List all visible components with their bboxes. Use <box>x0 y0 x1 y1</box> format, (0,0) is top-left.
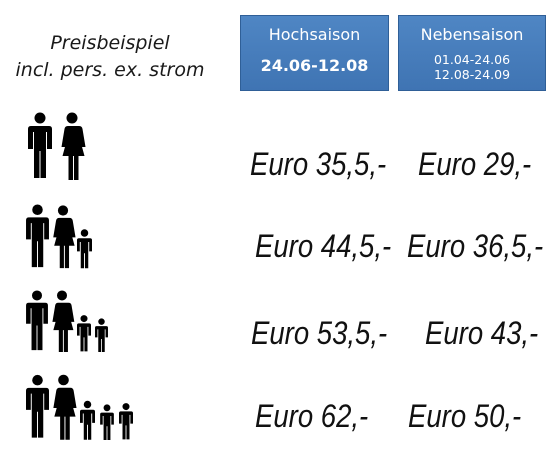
low-season-range-2: 12.08-24.09 <box>433 67 511 82</box>
two-adults-three-children-icon <box>26 374 133 440</box>
low-season-range-1: 01.04-24.06 <box>433 52 511 67</box>
high-season-title: Hochsaison <box>268 25 361 44</box>
price-low-row1: Euro 29,- <box>418 146 532 182</box>
two-adults-one-child-icon <box>26 204 92 269</box>
price-low-row2: Euro 36,5,- <box>407 228 544 264</box>
caption-subtitle: incl. pers. ex. strom <box>15 59 205 81</box>
price-example-caption: Preisbeispiel incl. pers. ex. strom <box>10 30 210 84</box>
two-adults-two-children-icon <box>26 290 108 352</box>
caption-title: Preisbeispiel <box>50 32 170 54</box>
price-high-row4: Euro 62,- <box>255 398 369 434</box>
low-season-title: Nebensaison <box>420 25 524 44</box>
two-adults-icon <box>28 112 86 180</box>
price-high-row3: Euro 53,5,- <box>251 315 388 351</box>
price-low-row4: Euro 50,- <box>408 398 522 434</box>
price-low-row3: Euro 43,- <box>425 315 539 351</box>
high-season-dates: 24.06-12.08 <box>260 56 369 75</box>
price-high-row2: Euro 44,5,- <box>255 228 392 264</box>
low-season-header: Nebensaison 01.04-24.06 12.08-24.09 <box>398 15 546 91</box>
price-high-row1: Euro 35,5,- <box>250 146 387 182</box>
high-season-header: Hochsaison 24.06-12.08 <box>240 15 389 91</box>
